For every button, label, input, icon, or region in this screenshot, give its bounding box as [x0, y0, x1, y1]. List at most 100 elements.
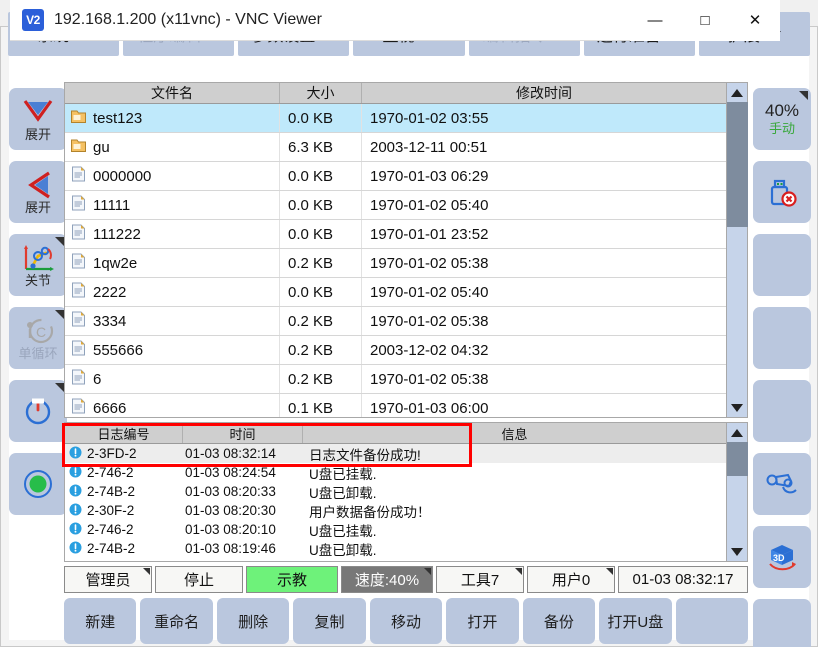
log-column-header-1[interactable]: 时间	[183, 423, 303, 443]
usb-disconnected-icon	[766, 177, 798, 207]
log-scroll-down-button[interactable]	[727, 542, 748, 561]
left-rail-button-2[interactable]: 关节	[9, 233, 67, 296]
file-row[interactable]: 2222 0.0 KB 1970-01-02 05:40	[65, 278, 726, 307]
document-icon	[71, 311, 86, 331]
log-column-header-0[interactable]: 日志编号	[65, 423, 183, 443]
file-column-header-0[interactable]: 文件名	[65, 83, 280, 103]
log-id-cell: 2-30F-2	[65, 501, 183, 520]
submenu-corner-icon	[799, 90, 808, 100]
file-name-cell: 11111	[65, 191, 280, 219]
left-rail-button-0[interactable]: 展开	[9, 87, 67, 150]
log-row[interactable]: 2-30F-2 01-03 08:20:30 用户数据备份成功！	[65, 501, 726, 520]
document-icon	[71, 195, 86, 215]
file-row[interactable]: 0000000 0.0 KB 1970-01-03 06:29	[65, 162, 726, 191]
action-button-7[interactable]: 打开U盘	[599, 598, 672, 644]
file-size-cell: 0.2 KB	[280, 365, 362, 393]
folder-icon	[71, 108, 86, 128]
chevron-down-icon	[22, 97, 54, 127]
info-icon	[69, 541, 82, 557]
info-icon	[69, 465, 82, 481]
file-row[interactable]: 555666 0.2 KB 2003-12-02 04:32	[65, 336, 726, 365]
window-title: 192.168.1.200 (x11vnc) - VNC Viewer	[54, 11, 322, 28]
maximize-button[interactable]: □	[680, 0, 730, 41]
action-button-4[interactable]: 移动	[369, 598, 443, 644]
document-icon	[71, 340, 86, 360]
log-row[interactable]: 2-746-2 01-03 08:20:10 U盘已挂载.	[65, 520, 726, 539]
log-column-header-2[interactable]: 信息	[501, 426, 528, 442]
action-button-1[interactable]: 重命名	[140, 598, 213, 644]
right-rail-button-0[interactable]: 40% 手动	[753, 87, 811, 150]
log-row[interactable]: 2-74B-2 01-03 08:20:33 U盘已卸载.	[65, 482, 726, 501]
right-rail-button-1[interactable]	[753, 160, 811, 223]
run-status-icon	[22, 469, 54, 499]
right-rail-button-4[interactable]	[753, 379, 811, 442]
file-row[interactable]: gu 6.3 KB 2003-12-11 00:51	[65, 133, 726, 162]
file-row[interactable]: 111222 0.0 KB 1970-01-01 23:52	[65, 220, 726, 249]
log-scroll-track[interactable]	[726, 442, 748, 542]
file-table-header: 文件名 大小 修改时间	[65, 83, 726, 104]
scroll-thumb[interactable]	[726, 102, 748, 227]
status-cell-5[interactable]: 用户0	[527, 566, 615, 593]
file-size-cell: 0.0 KB	[280, 220, 362, 248]
log-row[interactable]: 2-74B-2 01-03 08:19:46 U盘已卸载.	[65, 539, 726, 558]
file-row[interactable]: test123 0.0 KB 1970-01-02 03:55	[65, 104, 726, 133]
action-button-0[interactable]: 新建	[64, 598, 137, 644]
file-time-cell: 2003-12-02 04:32	[370, 341, 489, 359]
minimize-button[interactable]: —	[630, 0, 680, 41]
action-button-3[interactable]: 复制	[293, 598, 366, 644]
right-rail-button-3[interactable]	[753, 306, 811, 369]
scroll-up-button[interactable]	[727, 83, 748, 102]
left-rail-label: 展开	[24, 199, 51, 215]
vnc-title-bar[interactable]: V2 192.168.1.200 (x11vnc) - VNC Viewer —…	[10, 0, 780, 41]
single-cycle-icon: C	[22, 316, 54, 346]
log-row[interactable]: 2-746-2 01-03 08:24:54 U盘已挂载.	[65, 463, 726, 482]
file-column-header-2[interactable]: 修改时间	[516, 85, 572, 101]
left-rail-label: 展开	[24, 126, 51, 142]
file-table-body: test123 0.0 KB 1970-01-02 03:55 gu 6.3 KB 200…	[65, 104, 726, 417]
status-cell-4[interactable]: 工具7	[436, 566, 524, 593]
action-button-5[interactable]: 打开	[446, 598, 519, 644]
close-button[interactable]: ✕	[730, 0, 780, 41]
log-message-cell: 日志文件备份成功!	[309, 447, 421, 463]
left-rail-button-5[interactable]	[9, 452, 67, 515]
action-button-6[interactable]: 备份	[522, 598, 596, 644]
right-rail-button-7[interactable]	[753, 598, 811, 647]
file-column-header-1[interactable]: 大小	[280, 83, 362, 103]
log-id-text: 2-74B-2	[87, 541, 136, 556]
file-row[interactable]: 3334 0.2 KB 1970-01-02 05:38	[65, 307, 726, 336]
status-cell-3[interactable]: 速度:40%	[341, 566, 433, 593]
file-name-text: test123	[93, 109, 143, 127]
file-scrollbar[interactable]	[726, 82, 748, 418]
close-icon: ✕	[748, 12, 762, 29]
log-scroll-thumb[interactable]	[726, 442, 748, 476]
status-cell-1[interactable]: 停止	[155, 566, 243, 593]
submenu-corner-icon	[606, 568, 613, 575]
file-size-cell: 0.2 KB	[280, 307, 362, 335]
submenu-corner-icon	[424, 568, 431, 575]
log-table: 日志编号 时间 信息 2-3FD-2 01-03 08:32:14 日志文件备份成功! 2…	[64, 422, 727, 562]
log-scroll-up-button[interactable]	[727, 423, 748, 442]
status-cell-label: 管理员	[85, 572, 131, 589]
right-rail-button-2[interactable]	[753, 233, 811, 296]
left-rail-button-1[interactable]: 展开	[9, 160, 67, 223]
file-row[interactable]: 11111 0.0 KB 1970-01-02 05:40	[65, 191, 726, 220]
left-rail-button-4[interactable]	[9, 379, 67, 442]
log-scrollbar[interactable]	[726, 422, 748, 562]
document-icon	[71, 166, 86, 186]
status-cell-2[interactable]: 示教	[246, 566, 338, 593]
file-row[interactable]: 1qw2e 0.2 KB 1970-01-02 05:38	[65, 249, 726, 278]
log-row[interactable]: 2-3FD-2 01-03 08:32:14 日志文件备份成功!	[65, 444, 726, 463]
vnc-logo-icon: V2	[22, 9, 44, 31]
file-name-cell: 3334	[65, 307, 280, 335]
status-cell-0[interactable]: 管理员	[64, 566, 152, 593]
right-toolbar: 40% 手动 3D	[750, 82, 814, 647]
file-row[interactable]: 6 0.2 KB 1970-01-02 05:38	[65, 365, 726, 394]
scroll-down-button[interactable]	[727, 398, 748, 417]
file-row[interactable]: 6666 0.1 KB 1970-01-03 06:00	[65, 394, 726, 417]
action-button-2[interactable]: 删除	[216, 598, 290, 644]
right-rail-button-6[interactable]: 3D	[753, 525, 811, 588]
right-rail-button-5[interactable]	[753, 452, 811, 515]
scroll-track[interactable]	[726, 102, 748, 398]
file-name-text: 3334	[93, 312, 127, 330]
file-name-text: 6	[93, 370, 102, 388]
